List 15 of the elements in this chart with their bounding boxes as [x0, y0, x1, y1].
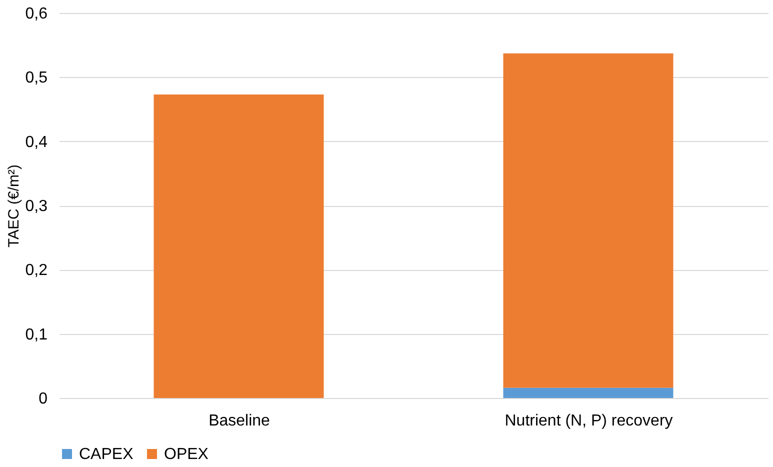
legend-label: CAPEX: [79, 446, 134, 463]
y-tick-label: 0,4: [25, 134, 48, 151]
y-axis-title: TAEC (€/m²): [5, 164, 22, 248]
y-tick-label: 0,5: [25, 70, 48, 87]
bar: [154, 94, 324, 398]
y-tick-label: 0,2: [25, 262, 48, 280]
x-tick-label: Nutrient (N, P) recovery: [504, 412, 673, 430]
y-tick-label: 0: [38, 390, 48, 408]
legend-label: OPEX: [164, 446, 209, 463]
y-tick-label: 0,6: [25, 6, 48, 22]
bar: [503, 388, 674, 398]
y-tick-label: 0,1: [25, 326, 48, 344]
x-tick-label: Baseline: [208, 412, 270, 430]
bar: [503, 53, 674, 388]
y-tick-label: 0,3: [25, 198, 48, 215]
